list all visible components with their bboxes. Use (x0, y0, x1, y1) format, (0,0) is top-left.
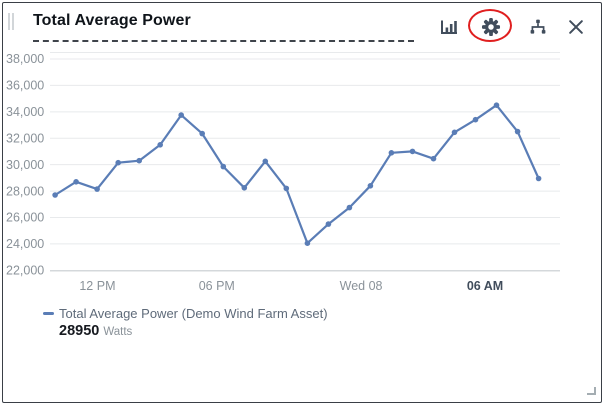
close-icon (569, 20, 583, 34)
data-point-marker (157, 142, 163, 148)
data-point-marker (52, 192, 58, 198)
y-axis-label: 24,000 (6, 237, 44, 251)
data-point-marker (409, 148, 416, 155)
data-point-marker (283, 185, 290, 192)
data-point-marker (472, 116, 479, 123)
asset-hierarchy-icon (530, 19, 546, 34)
bar-chart-icon-button[interactable] (437, 14, 461, 40)
series-color-dash-icon (43, 312, 54, 315)
y-axis-label: 30,000 (6, 158, 44, 172)
y-axis-label: 38,000 (6, 52, 44, 66)
data-point-marker (199, 130, 205, 137)
latest-value: 28950 (59, 323, 100, 339)
y-axis-label: 36,000 (6, 79, 44, 93)
data-point-marker (535, 175, 542, 182)
data-point-marker (136, 157, 142, 164)
data-point-marker (493, 102, 500, 108)
line-chart[interactable]: 38,000 36,000 34,000 32,000 30,000 28,000 26,0… (3, 3, 602, 403)
close-icon-button[interactable] (564, 14, 588, 40)
asset-hierarchy-icon-button[interactable] (526, 14, 550, 40)
unit-label: Watts (103, 326, 133, 338)
x-axis-label: 06 PM (199, 279, 235, 293)
x-axis-label: 12 PM (79, 279, 115, 293)
series-line (53, 104, 540, 245)
data-point-marker (325, 221, 332, 227)
chart-legend: Total Average Power (Demo Wind Farm Asse… (43, 305, 328, 341)
data-point-marker (451, 129, 458, 136)
data-point-marker (115, 159, 121, 166)
data-point-marker (241, 185, 248, 191)
data-point-marker (73, 179, 79, 185)
settings-gear-icon (481, 17, 501, 37)
bar-chart-icon (441, 20, 457, 34)
y-axis-label: 34,000 (6, 105, 44, 119)
data-point-marker (178, 112, 184, 118)
y-axis-label: 22,000 (6, 264, 44, 278)
data-point-marker (388, 150, 395, 156)
x-axis-label: 06 AM (467, 279, 503, 293)
widget-title: Total Average Power (33, 12, 191, 29)
data-point-marker (220, 163, 227, 170)
x-axis-label: Wed 08 (340, 279, 383, 293)
data-point-marker (514, 128, 521, 135)
resize-handle[interactable] (587, 387, 596, 395)
data-point-marker (430, 155, 437, 162)
data-point-marker (304, 240, 311, 246)
settings-gear-icon-button[interactable] (479, 14, 503, 40)
data-point-marker (262, 158, 269, 165)
y-axis-label: 26,000 (6, 211, 44, 225)
drag-handle-icon[interactable] (8, 13, 14, 30)
y-axis-label: 28,000 (6, 184, 44, 198)
y-axis-label: 32,000 (6, 131, 44, 145)
data-point-marker (94, 186, 100, 192)
series-label: Total Average Power (Demo Wind Farm Asse… (59, 306, 328, 321)
title-dashed-underline (33, 40, 414, 42)
data-point-marker (367, 183, 374, 189)
data-point-marker (346, 204, 353, 211)
